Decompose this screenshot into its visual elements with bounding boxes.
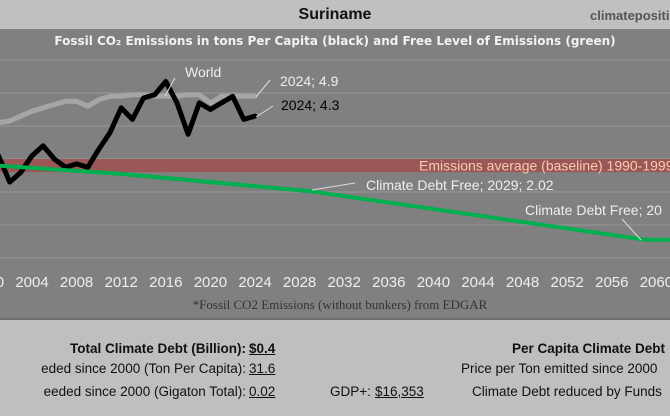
annotation-label: 2024; 4.9 xyxy=(280,73,339,89)
funds-label: Climate Debt reduced by Funds xyxy=(472,384,662,399)
ton-per-capita-label: eded since 2000 (Ton Per Capita): xyxy=(41,361,246,376)
x-tick-label: 2004 xyxy=(15,274,48,291)
total-debt-label: Total Climate Debt (Billion): xyxy=(70,341,246,356)
annotation-leader xyxy=(256,80,270,97)
x-tick-label: 2028 xyxy=(283,274,316,291)
gigaton-label: eeded since 2000 (Gigaton Total): xyxy=(44,384,246,399)
x-tick-label: 2060 xyxy=(640,274,670,291)
annotation-leader xyxy=(256,106,273,117)
annotation-label: 2024; 4.3 xyxy=(281,97,340,113)
x-tick-label: 2056 xyxy=(595,274,628,291)
x-tick-label: 2016 xyxy=(149,274,182,291)
chart-svg: Emissions average (baseline) 1990-1999; … xyxy=(0,0,670,318)
x-tick-label: 2020 xyxy=(194,274,227,291)
series-line-0 xyxy=(0,95,255,123)
x-tick-label: 2040 xyxy=(417,274,450,291)
x-tick-label: 2012 xyxy=(105,274,138,291)
x-tick-label: 2052 xyxy=(551,274,584,291)
x-tick-label: 2044 xyxy=(461,274,494,291)
annotation-leader xyxy=(312,183,355,190)
ton-per-capita-value: 31.6 xyxy=(249,361,275,376)
gigaton-value: 0.02 xyxy=(249,384,275,399)
price-per-ton-label: Price per Ton emitted since 2000 xyxy=(461,361,657,376)
x-tick-label: 2008 xyxy=(60,274,93,291)
x-tick-label: 2048 xyxy=(506,274,539,291)
annotation-label: Climate Debt Free; 20 xyxy=(525,202,662,218)
gdp-label: GDP+: xyxy=(330,384,371,399)
x-tick-label: 2024 xyxy=(238,274,271,291)
baseline-label: Emissions average (baseline) 1990-1999; … xyxy=(419,158,670,174)
gdp-value: $16,353 xyxy=(375,384,424,399)
x-tick-label: 2032 xyxy=(328,274,361,291)
x-tick-label: 2000 xyxy=(0,274,4,291)
chart-footnote: *Fossil CO2 Emissions (without bunkers) … xyxy=(0,297,670,313)
per-capita-debt-label: Per Capita Climate Debt xyxy=(512,341,665,356)
x-tick-label: 2036 xyxy=(372,274,405,291)
total-debt-value: $0.4 xyxy=(249,341,275,356)
annotation-label: World xyxy=(185,64,221,80)
annotation-label: Climate Debt Free; 2029; 2.02 xyxy=(366,177,554,193)
